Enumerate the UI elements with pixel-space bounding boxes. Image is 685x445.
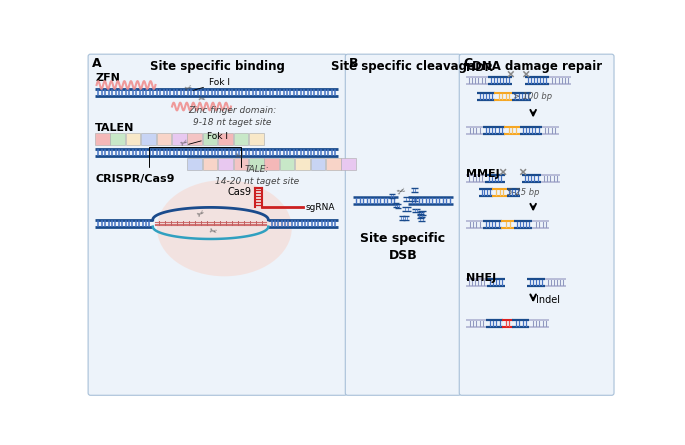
Bar [141,133,156,145]
Bar [310,158,325,170]
Bar [326,158,340,170]
Bar [219,158,233,170]
Text: Indel: Indel [536,295,560,305]
Text: ✂: ✂ [208,226,218,237]
Bar [341,158,356,170]
Bar [203,133,217,145]
FancyBboxPatch shape [345,54,461,395]
Text: ✂: ✂ [234,151,243,162]
Text: TALE:
14-20 nt taget site: TALE: 14-20 nt taget site [214,165,299,186]
Text: Fok I: Fok I [188,132,227,144]
Text: ✂: ✂ [184,83,194,94]
Text: CRISPR/Cas9: CRISPR/Cas9 [95,174,175,184]
Bar [188,158,202,170]
Text: Fok I: Fok I [193,78,230,90]
Text: ✂: ✂ [197,94,205,105]
Text: TALEN: TALEN [95,123,134,133]
Ellipse shape [157,180,292,276]
Text: Site specific binding: Site specific binding [150,61,285,73]
Bar [219,133,233,145]
Text: Zinc finger domain:
9-18 nt taget site: Zinc finger domain: 9-18 nt taget site [188,106,276,126]
FancyBboxPatch shape [88,54,347,395]
Text: Site specific cleavage: Site specific cleavage [331,61,475,73]
Bar [172,133,187,145]
Bar [234,133,248,145]
Text: > 100 bp: > 100 bp [513,92,552,101]
Text: DNA damage repair: DNA damage repair [472,61,602,73]
Bar [203,158,217,170]
Bar [126,133,140,145]
Bar [249,133,264,145]
Text: ✂: ✂ [196,209,207,220]
FancyBboxPatch shape [459,54,614,395]
Bar [157,133,171,145]
Bar [280,158,295,170]
Text: A: A [92,57,101,70]
Bar [95,133,110,145]
Text: MMEJ: MMEJ [466,169,500,179]
Text: Site specific
DSB: Site specific DSB [360,232,446,262]
Bar [295,158,310,170]
Text: C: C [463,57,472,70]
Text: NHEJ: NHEJ [466,273,497,283]
Text: sgRNA: sgRNA [306,203,335,212]
Text: B: B [349,57,359,70]
Text: ✂: ✂ [396,185,408,198]
Text: ZFN: ZFN [95,73,120,83]
Text: ✂: ✂ [179,137,190,148]
Bar [264,158,279,170]
Bar [234,158,248,170]
Bar [188,133,202,145]
Text: 5-25 bp: 5-25 bp [508,188,540,197]
Bar [110,133,125,145]
Text: HDR: HDR [466,63,493,73]
Bar [249,158,264,170]
Text: Cas9: Cas9 [228,186,252,197]
